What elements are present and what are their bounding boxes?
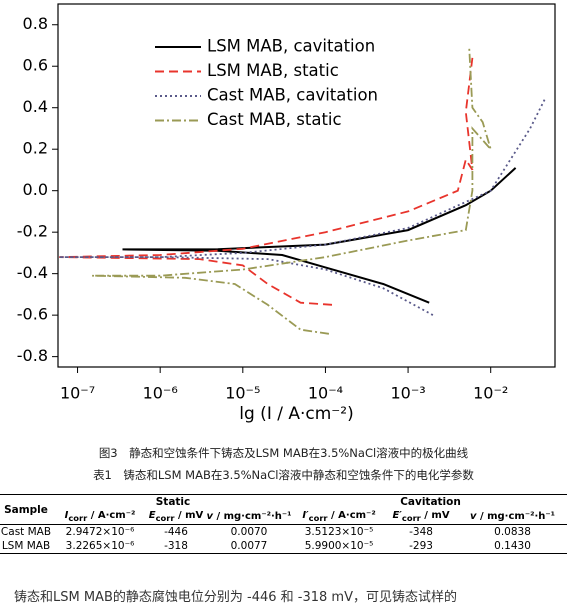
y-tick-label: -0.6 — [17, 305, 48, 324]
chart: 0.8 0.6 0.4 0.2 0.0 -0.2 -0.4 -0.6 -0.8 10⁻⁷ 10⁻⁶ 1… — [17, 3, 556, 424]
row-label: Cast MAB — [0, 526, 52, 538]
symbol: I′ — [302, 510, 309, 521]
x-axis-label: lg (I / A·cm⁻²) — [239, 404, 353, 424]
cell: 3.5123×10⁻⁵ — [304, 526, 374, 538]
subscript: corr — [155, 513, 175, 523]
cell: 5.9900×10⁻⁵ — [294, 539, 385, 554]
table-row: LSM MAB 3.2265×10⁻⁶ -318 0.0077 5.9900×10⁻⁵ -… — [0, 539, 567, 554]
symbol: E′ — [392, 510, 402, 521]
y-tick-label: 0.6 — [23, 56, 48, 75]
curve — [59, 57, 474, 306]
legend-label: Cast MAB, cavitation — [207, 86, 378, 105]
column-header: E′corr / mV — [384, 509, 459, 525]
symbol: v — [469, 511, 477, 522]
cell: -446 — [164, 526, 188, 538]
y-tick-label: 0.0 — [23, 180, 48, 199]
curve — [59, 98, 546, 316]
cell: 0.1430 — [458, 539, 567, 554]
unit: / mg·cm⁻²·h⁻¹ — [212, 511, 292, 522]
column-header: v / mg·cm⁻²·h⁻¹ — [204, 509, 295, 525]
x-tick-label: 10⁻⁵ — [225, 384, 260, 403]
table-row: Cast MAB 2.9472×10⁻⁶ -446 0.0070 3.5123×10⁻⁵… — [0, 525, 567, 540]
subscript: corr — [68, 513, 88, 523]
row-label: LSM MAB — [0, 539, 52, 554]
x-tick-label: 10⁻³ — [390, 384, 425, 403]
x-tick-label: 10⁻⁶ — [143, 384, 178, 403]
unit: / A·cm⁻² — [87, 510, 136, 521]
curve — [122, 167, 517, 304]
legend-label: Cast MAB, static — [207, 110, 342, 129]
unit: / A·cm⁻² — [327, 510, 376, 521]
y-tick-label: 0.4 — [23, 97, 48, 116]
figure-caption: 图3 静态和空蚀条件下铸态及LSM MAB在3.5%NaCl溶液中的极化曲线 — [98, 446, 469, 460]
cell: 0.0838 — [494, 526, 531, 538]
y-tick-label: -0.2 — [17, 222, 48, 241]
x-tick-label: 10⁻⁷ — [60, 384, 95, 403]
subscript: corr — [308, 513, 328, 523]
cell: 0.0077 — [204, 539, 295, 554]
unit: / mV — [420, 510, 450, 521]
column-header: v / mg·cm⁻²·h⁻¹ — [458, 509, 567, 525]
column-header: I′corr / A·cm⁻² — [294, 509, 385, 525]
subscript: corr — [401, 513, 421, 523]
x-tick-label: 10⁻⁴ — [308, 384, 343, 403]
cell: -293 — [384, 539, 459, 554]
column-header: Icorr / A·cm⁻² — [52, 509, 148, 525]
symbol: E — [148, 510, 156, 521]
plot-frame — [57, 3, 556, 368]
cell: -348 — [409, 526, 433, 538]
y-tick-label: -0.4 — [17, 263, 48, 282]
table-caption: 表1 铸态和LSM MAB在3.5%NaCl溶液中静态和空蚀条件下的电化学参数 — [93, 468, 474, 482]
cell: -318 — [148, 539, 204, 554]
cell: 2.9472×10⁻⁶ — [65, 526, 135, 538]
cell: 0.0070 — [230, 526, 268, 538]
body-text: 铸态和LSM MAB的静态腐蚀电位分别为 -446 和 -318 mV，可见铸态… — [14, 590, 457, 605]
parameter-table: Sample Static Cavitation Icorr / A·cm⁻² E… — [0, 494, 567, 554]
unit: / mV — [174, 510, 204, 521]
symbol: I — [64, 510, 69, 521]
y-tick-label: 0.2 — [23, 139, 48, 158]
legend-label: LSM MAB, cavitation — [207, 37, 375, 56]
legend-label: LSM MAB, static — [207, 61, 339, 80]
curve — [92, 47, 492, 335]
y-tick-label: 0.8 — [23, 14, 48, 33]
column-header: Ecorr / mV — [148, 509, 204, 525]
symbol: v — [206, 511, 213, 522]
header-static: Static — [52, 494, 295, 509]
header-sample: Sample — [0, 494, 52, 525]
header-cavitation: Cavitation — [294, 494, 567, 509]
cell: 3.2265×10⁻⁶ — [52, 539, 148, 554]
y-tick-label: -0.8 — [17, 346, 48, 365]
x-tick-label: 10⁻² — [473, 384, 508, 403]
unit: / mg·cm⁻²·h⁻¹ — [476, 511, 556, 522]
